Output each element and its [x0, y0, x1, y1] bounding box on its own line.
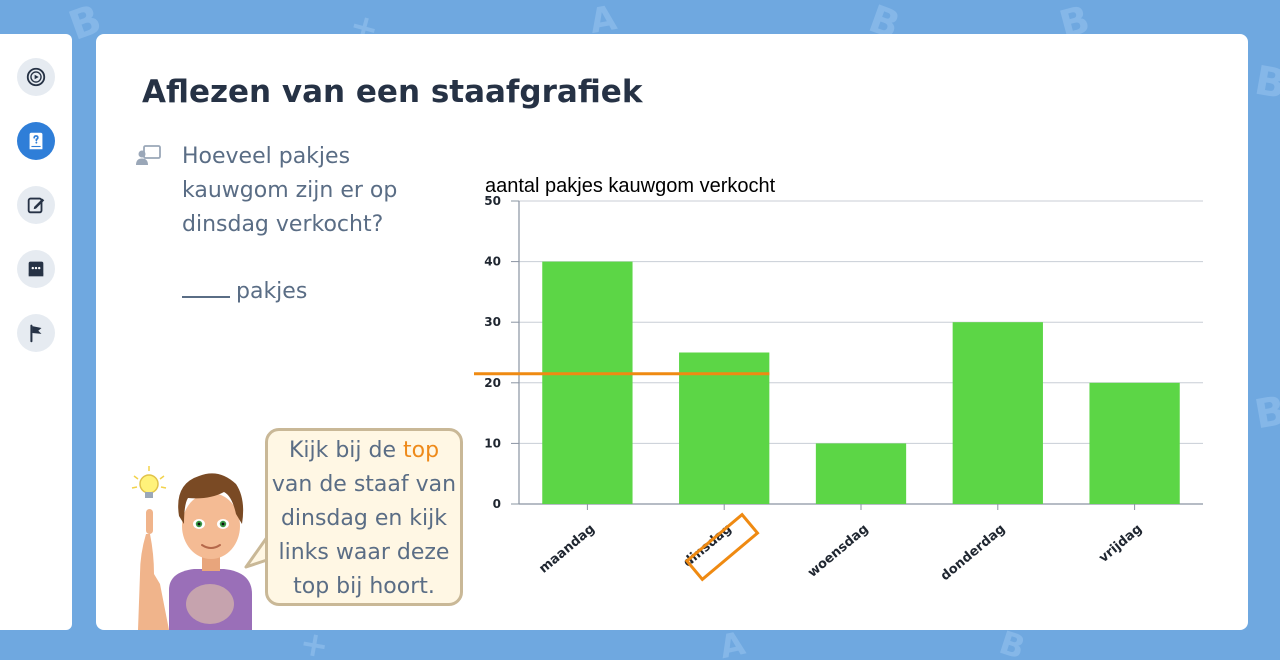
sidebar-item-video[interactable]: [17, 58, 55, 96]
sidebar-item-chat[interactable]: [17, 250, 55, 288]
x-tick-label: vrijdag: [1096, 522, 1145, 566]
question-line: Hoeveel pakjes: [182, 144, 351, 169]
sidebar: [0, 34, 72, 630]
y-tick-label: 40: [484, 255, 501, 269]
y-tick-label: 20: [484, 376, 501, 390]
read-aloud-icon[interactable]: [135, 144, 163, 166]
bar: [679, 352, 770, 504]
x-tick-label: woensdag: [805, 522, 871, 581]
chat-icon: [28, 261, 44, 277]
sidebar-item-edit[interactable]: [17, 186, 55, 224]
answer-unit: pakjes: [236, 279, 308, 304]
lesson-card: Aflezen van een staafgrafiek Hoeveel pak…: [96, 34, 1248, 630]
question-book-icon: [29, 132, 43, 150]
y-tick-label: 30: [484, 315, 501, 329]
bar: [1089, 382, 1180, 504]
question-line: dinsdag verkocht?: [182, 212, 384, 237]
highlight-box: [684, 512, 760, 582]
video-icon: [26, 67, 46, 87]
hint-text: dinsdag en kijk: [280, 506, 448, 531]
question-text: Hoeveel pakjes kauwgom zijn er op dinsda…: [182, 140, 442, 242]
hint-text: van de staaf van: [271, 472, 457, 497]
bar: [542, 261, 633, 504]
sidebar-item-flag[interactable]: [17, 314, 55, 352]
hint-speech-bubble: Kijk bij de top van de staaf van dinsdag…: [265, 428, 463, 606]
bar: [952, 322, 1043, 504]
mascot-character: [131, 466, 252, 630]
answer-blank[interactable]: [182, 274, 230, 298]
hint-text: Kijk bij de: [288, 438, 403, 463]
hint-highlight: top: [403, 438, 440, 463]
question-line: kauwgom zijn er op: [182, 178, 398, 203]
x-tick-label: donderdag: [938, 522, 1008, 585]
x-tick-label: maandag: [536, 522, 598, 577]
answer-line: pakjes: [182, 274, 307, 304]
y-tick-label: 0: [493, 497, 501, 511]
y-tick-label: 50: [484, 194, 501, 208]
flag-icon: [30, 324, 42, 343]
bar: [815, 443, 907, 504]
chart-title: aantal pakjes kauwgom verkocht: [485, 175, 776, 197]
page-title: Aflezen van een staafgrafiek: [142, 74, 643, 110]
sidebar-item-question[interactable]: [17, 122, 55, 160]
hint-text: top bij hoort.: [293, 574, 435, 599]
lightbulb-icon: [131, 466, 167, 498]
edit-icon: [27, 197, 45, 214]
y-tick-label: 10: [484, 436, 501, 450]
hint-text: links waar deze: [278, 540, 450, 565]
